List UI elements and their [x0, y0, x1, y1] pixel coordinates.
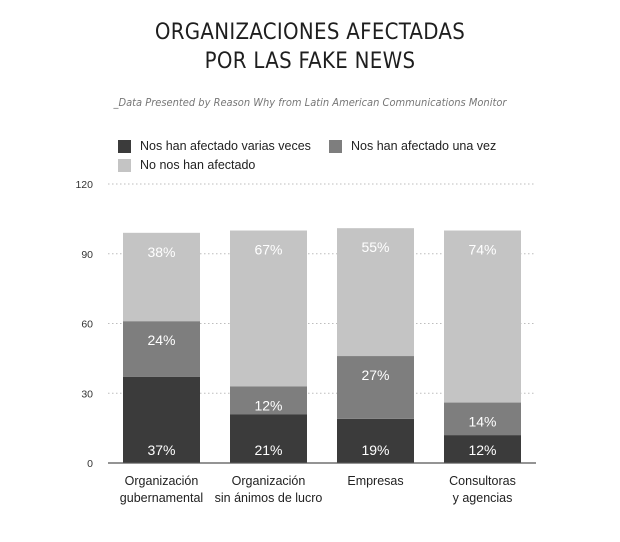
data-label: 37% [147, 442, 175, 458]
legend-swatch-no-afectado [118, 158, 131, 172]
legend-label-una-vez: Nos han afectado una vez [351, 139, 497, 153]
x-tick-label: Organización [232, 474, 306, 488]
data-label: 24% [147, 332, 175, 348]
legend-label-varias-veces: Nos han afectado varias veces [140, 139, 311, 153]
bar-segment [123, 376, 200, 463]
x-tick-label: gubernamental [120, 491, 203, 505]
data-label: 21% [254, 442, 282, 458]
data-label: 19% [361, 442, 389, 458]
chart-title: ORGANIZACIONES AFECTADAS POR LAS FAKE NE… [154, 20, 466, 74]
bar-segment [444, 435, 521, 463]
data-label: 38% [147, 244, 175, 260]
legend-item-no-afectado: No nos han afectado [118, 158, 255, 172]
bar-segment [230, 230, 307, 387]
bar-segment [337, 356, 414, 419]
x-tick-label: Consultoras [449, 474, 516, 488]
data-label: 55% [361, 239, 389, 255]
bar-segment [444, 402, 521, 436]
y-tick-label: 30 [81, 388, 93, 400]
bar-segment [444, 230, 521, 403]
legend-label-no-afectado: No nos han afectado [140, 158, 256, 172]
legend-swatch-una-vez [329, 139, 342, 153]
bar-segment [230, 414, 307, 463]
data-label: 14% [468, 414, 496, 430]
data-label: 67% [254, 242, 282, 258]
y-tick-label: 0 [87, 458, 93, 470]
legend-swatch-varias-veces [118, 139, 131, 153]
y-tick-label: 90 [81, 249, 93, 261]
bar-segment [123, 232, 200, 322]
x-tick-label: y agencias [453, 491, 513, 505]
legend-item-varias-veces: Nos han afectado varias veces [118, 139, 311, 153]
bar-segment [337, 418, 414, 463]
bar-segment [230, 386, 307, 415]
bar-segment [123, 321, 200, 377]
y-tick-label: 60 [81, 319, 93, 331]
x-tick-label: Empresas [347, 474, 403, 488]
y-tick-label: 120 [75, 179, 93, 191]
x-tick-label: sin ánimos de lucro [215, 491, 323, 505]
bar-segment [337, 228, 414, 357]
data-label: 27% [361, 367, 389, 383]
chart-subtitle: _Data Presented by Reason Why from Latin… [113, 96, 507, 109]
legend-item-una-vez: Nos han afectado una vez [329, 139, 496, 153]
x-tick-label: Organización [125, 474, 199, 488]
data-label: 74% [468, 242, 496, 258]
data-label: 12% [468, 442, 496, 458]
data-label: 12% [254, 397, 282, 413]
